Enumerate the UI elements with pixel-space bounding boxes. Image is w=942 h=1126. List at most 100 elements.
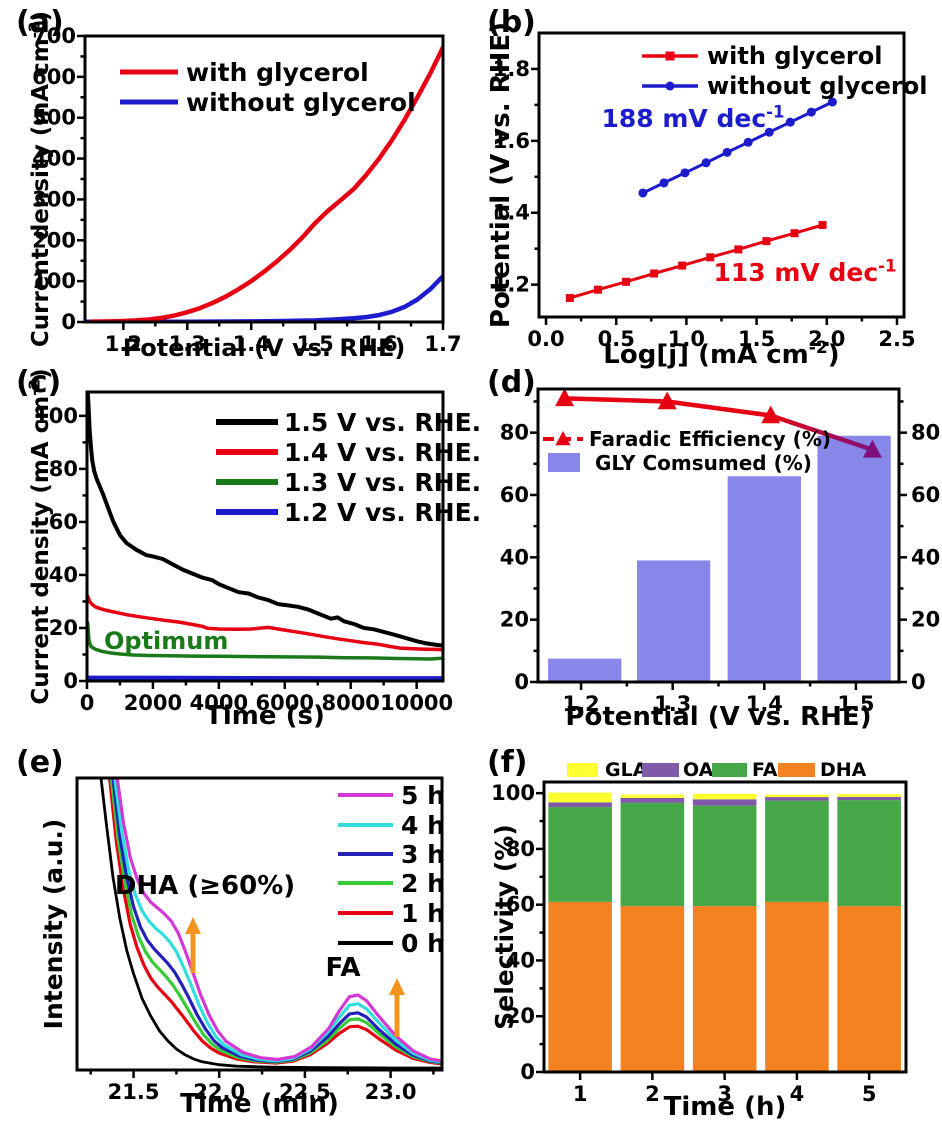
series-1-2-v-vs-rhe- — [86, 675, 444, 681]
bar-segment-OA — [692, 799, 757, 806]
svg-text:Log[j] (mA cm-2): Log[j] (mA cm-2) — [603, 338, 839, 370]
series-without-glycerol — [641, 100, 834, 195]
plot-frame — [75, 776, 444, 1072]
bar — [548, 658, 622, 682]
svg-text:2000: 2000 — [124, 691, 182, 715]
svg-text:1.2: 1.2 — [562, 692, 599, 716]
svg-text:2: 2 — [645, 1082, 660, 1106]
svg-text:1.3 V vs. RHE.: 1.3 V vs. RHE. — [284, 468, 481, 497]
svg-text:Selectivity (%): Selectivity (%) — [490, 824, 519, 1030]
bar-segment-FA — [837, 800, 901, 907]
panel-d: (d) 1.2 1.3 1.4 1.5 0 0 20 20 40 40 60 60 80 80 Potent… — [471, 360, 942, 740]
svg-text:80: 80 — [49, 457, 78, 481]
svg-text:0: 0 — [61, 310, 76, 334]
svg-text:1.4 V vs. RHE.: 1.4 V vs. RHE. — [284, 438, 481, 467]
svg-text:Potential (V vs. RHE): Potential (V vs. RHE) — [123, 334, 406, 362]
bar-segment-FA — [620, 802, 685, 907]
svg-text:40: 40 — [506, 948, 535, 972]
bar-segment-DHA — [765, 901, 829, 1072]
legend: GLA OA FA DHA — [567, 759, 867, 781]
svg-text:4 h: 4 h — [401, 811, 445, 840]
series-0-h — [99, 777, 443, 1070]
svg-text:GLY Comsumed (%): GLY Comsumed (%) — [595, 451, 812, 475]
bar-segment-FA — [692, 805, 757, 907]
panel-e-chart: 21.5 22.0 22.5 23.0 Time (min) Intensity (a.u… — [39, 776, 445, 1119]
bar — [817, 435, 891, 682]
svg-text:60: 60 — [49, 510, 78, 534]
svg-text:1.5: 1.5 — [297, 332, 334, 356]
bar-segment-OA — [548, 802, 612, 808]
svg-text:2.0: 2.0 — [808, 327, 845, 351]
svg-text:Time (s): Time (s) — [205, 701, 325, 731]
legend: 5 h4 h3 h2 h1 h0 h — [338, 781, 445, 958]
svg-text:100: 100 — [34, 404, 78, 428]
legend: 1.5 V vs. RHE.1.4 V vs. RHE.1.3 V vs. RH… — [216, 408, 481, 527]
series-1-3-v-vs-rhe- — [86, 620, 444, 661]
panel-e: (e) 21.5 22.0 22.5 23.0 Time (min) Intensity … — [0, 740, 471, 1126]
svg-text:5 h: 5 h — [401, 781, 445, 810]
svg-text:22.0: 22.0 — [193, 1080, 245, 1104]
svg-text:80: 80 — [506, 837, 535, 861]
bar-segment-OA — [765, 797, 829, 801]
series-area — [548, 388, 891, 682]
bar-segment-OA — [620, 797, 685, 803]
series-5-h — [115, 777, 443, 1063]
panel-c-label: (c) — [16, 365, 62, 400]
svg-text:2.5: 2.5 — [878, 327, 915, 351]
svg-text:Optimum: Optimum — [104, 627, 228, 655]
svg-text:4000: 4000 — [190, 691, 248, 715]
bar — [727, 476, 801, 682]
svg-text:1.6: 1.6 — [360, 332, 397, 356]
legend: Faradic Efficiency (%)GLY Comsumed (%) — [543, 427, 831, 475]
svg-text:22.5: 22.5 — [279, 1080, 331, 1104]
svg-text:1.5: 1.5 — [738, 327, 775, 351]
panel-d-chart: 1.2 1.3 1.4 1.5 0 0 20 20 40 40 60 60 80 80 Potential … — [500, 387, 940, 732]
svg-text:3 h: 3 h — [401, 840, 445, 869]
bar-segment-FA — [765, 800, 829, 902]
svg-text:FA: FA — [326, 953, 361, 983]
svg-text:1.5: 1.5 — [837, 692, 874, 716]
svg-text:8000: 8000 — [321, 691, 379, 715]
series-area — [548, 792, 901, 1072]
series-1-4-v-vs-rhe- — [86, 594, 444, 652]
svg-text:0: 0 — [80, 691, 95, 715]
bar-segment-GLA — [765, 794, 829, 798]
svg-text:GLA: GLA — [605, 759, 648, 781]
svg-text:Time (h): Time (h) — [664, 1092, 787, 1122]
svg-text:20: 20 — [500, 608, 529, 632]
svg-text:1.4: 1.4 — [746, 692, 783, 716]
svg-text:100: 100 — [32, 269, 76, 293]
panel-a-chart: 1.2 1.3 1.4 1.5 1.6 1.7 0 100 200 300 400 500 600 700… — [25, 11, 461, 362]
svg-text:40: 40 — [49, 563, 78, 587]
svg-text:without glycerol: without glycerol — [186, 88, 416, 117]
svg-text:with glycerol: with glycerol — [707, 42, 882, 70]
axes: 21.5 22.0 22.5 23.0 — [89, 1070, 435, 1104]
svg-text:0: 0 — [911, 670, 926, 694]
svg-text:FA: FA — [752, 759, 778, 781]
svg-text:3: 3 — [717, 1082, 732, 1106]
svg-text:20: 20 — [506, 1004, 535, 1028]
panel-e-label: (e) — [16, 745, 64, 780]
series-1-5-v-vs-rhe- — [86, 391, 444, 648]
series-without-glycerol — [84, 273, 444, 323]
svg-text:700: 700 — [32, 24, 76, 48]
svg-text:Potential (V vs. RHE): Potential (V vs. RHE) — [565, 702, 871, 732]
series-4-h — [113, 777, 443, 1064]
svg-text:1.0: 1.0 — [668, 327, 705, 351]
svg-text:10000: 10000 — [380, 691, 453, 715]
svg-text:0: 0 — [520, 1060, 535, 1084]
svg-text:400: 400 — [32, 147, 76, 171]
svg-text:600: 600 — [32, 65, 76, 89]
panel-f-chart: 1 2 3 4 5 0 20 40 60 80 100 Time (h) Selectivity (%)… — [490, 759, 908, 1122]
axes: 0.0 0.5 1.0 1.5 2.0 2.5 1.2 1.4 1.6 1.8 — [493, 57, 916, 351]
svg-text:188 mV dec-1: 188 mV dec-1 — [601, 103, 784, 134]
series-area — [99, 777, 443, 1070]
series-with-glycerol — [568, 223, 825, 300]
svg-text:with glycerol: with glycerol — [186, 58, 369, 87]
panel-b: (b) 0.0 0.5 1.0 1.5 2.0 2.5 1.2 1.4 1.6 1.8 Log[j]… — [471, 0, 942, 370]
panel-a-label: (a) — [16, 5, 64, 40]
svg-text:60: 60 — [911, 483, 940, 507]
series-2-h — [109, 777, 443, 1065]
svg-text:0: 0 — [514, 670, 529, 694]
